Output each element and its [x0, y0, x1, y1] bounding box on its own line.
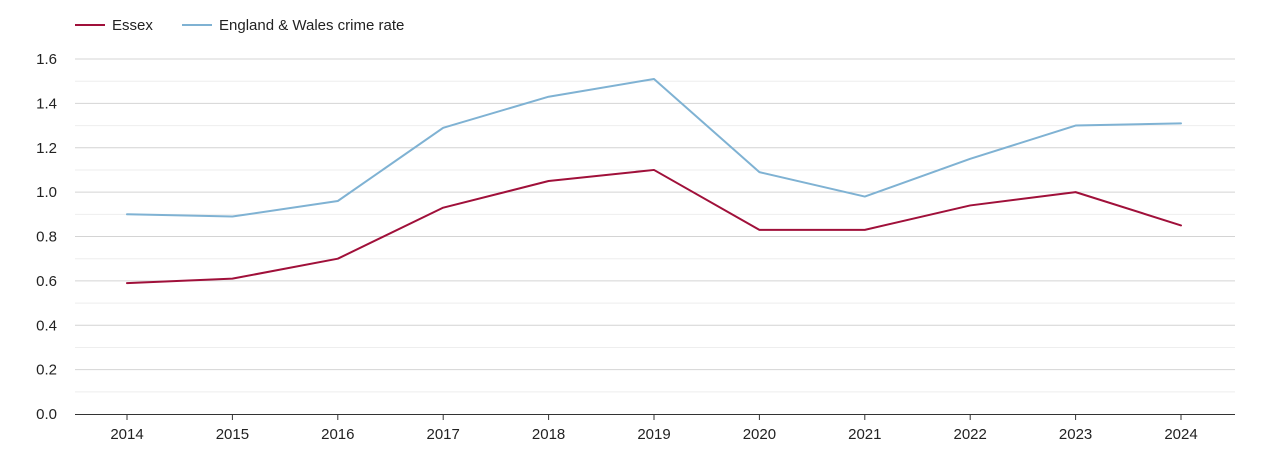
legend-label: Essex [112, 17, 153, 34]
x-tick-label: 2019 [637, 426, 670, 443]
x-tick-label: 2014 [110, 426, 143, 443]
x-tick-label: 2023 [1059, 426, 1092, 443]
x-tick-label: 2024 [1164, 426, 1197, 443]
y-tick-label: 0.4 [36, 317, 57, 334]
x-axis-ticks: 2014 2015 2016 2017 2018 2019 2020 2021 2022 2023… [110, 414, 1198, 443]
x-tick-label: 2016 [321, 426, 354, 443]
grid-lines [75, 58, 1235, 393]
series-line-1 [126, 168, 1182, 285]
y-tick-label: 0.2 [36, 362, 57, 379]
x-tick-label: 2021 [848, 426, 881, 443]
x-tick-label: 2020 [743, 426, 776, 443]
series-lines [126, 77, 1182, 285]
y-tick-label: 1.6 [36, 51, 57, 68]
y-tick-label: 0.0 [36, 406, 57, 423]
y-tick-label: 1.4 [36, 95, 57, 112]
legend: Essex England & Wales crime rate [75, 17, 404, 34]
legend-item[interactable]: Essex [75, 17, 153, 34]
x-tick-label: 2018 [532, 426, 565, 443]
series-line-2 [126, 77, 1182, 218]
y-tick-label: 0.8 [36, 229, 57, 246]
x-tick-label: 2017 [427, 426, 460, 443]
x-tick-label: 2015 [216, 426, 249, 443]
legend-item[interactable]: England & Wales crime rate [182, 17, 404, 34]
y-tick-label: 1.2 [36, 140, 57, 157]
y-tick-label: 0.6 [36, 273, 57, 290]
y-axis-ticks: 0.0 0.2 0.4 0.6 0.8 1.0 1.2 1.4 1.6 [36, 51, 57, 423]
x-tick-label: 2022 [954, 426, 987, 443]
y-tick-label: 1.0 [36, 184, 57, 201]
legend-label: England & Wales crime rate [219, 17, 404, 34]
